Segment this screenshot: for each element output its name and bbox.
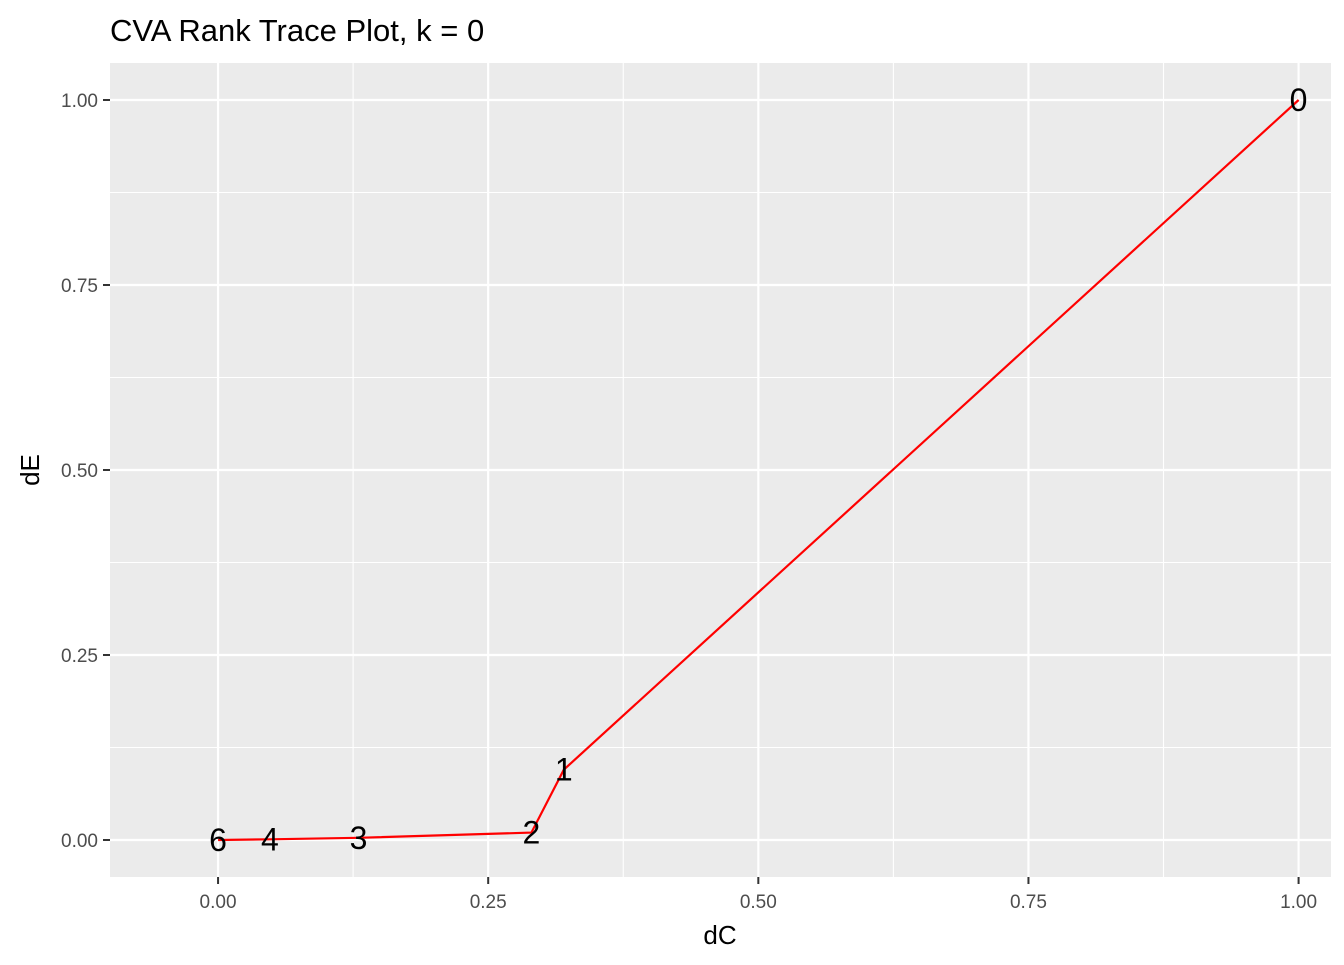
x-tick-label: 0.25 bbox=[470, 892, 507, 913]
point-label: 3 bbox=[350, 820, 368, 856]
y-axis-title: dE bbox=[15, 454, 45, 486]
x-axis: 0.00 0.25 0.50 0.75 1.00 bbox=[200, 877, 1317, 913]
x-tick-label: 0.50 bbox=[740, 892, 777, 913]
y-tick-label: 1.00 bbox=[61, 91, 98, 112]
chart-title: CVA Rank Trace Plot, k = 0 bbox=[110, 13, 484, 48]
point-label: 4 bbox=[261, 821, 279, 857]
point-label: 0 bbox=[1290, 82, 1308, 118]
point-labels: 0 12 3 46 bbox=[209, 82, 1307, 858]
y-tick-label: 0.75 bbox=[61, 276, 98, 297]
y-tick-label: 0.00 bbox=[61, 831, 98, 852]
x-axis-title: dC bbox=[703, 920, 736, 950]
series-line bbox=[218, 99, 1300, 842]
x-tick-label: 0.00 bbox=[200, 892, 237, 913]
major-gridlines bbox=[110, 63, 1331, 877]
y-tick-label: 0.25 bbox=[61, 646, 98, 667]
point-label: 6 bbox=[209, 822, 227, 858]
series-line-group bbox=[218, 99, 1300, 842]
y-tick-label: 0.50 bbox=[61, 461, 98, 482]
x-tick-label: 1.00 bbox=[1280, 892, 1317, 913]
x-tick-label: 0.75 bbox=[1010, 892, 1047, 913]
point-label: 1 bbox=[555, 752, 573, 788]
y-axis: 0.00 0.25 0.50 0.75 1.00 bbox=[61, 91, 110, 852]
point-label: 2 bbox=[523, 815, 541, 851]
